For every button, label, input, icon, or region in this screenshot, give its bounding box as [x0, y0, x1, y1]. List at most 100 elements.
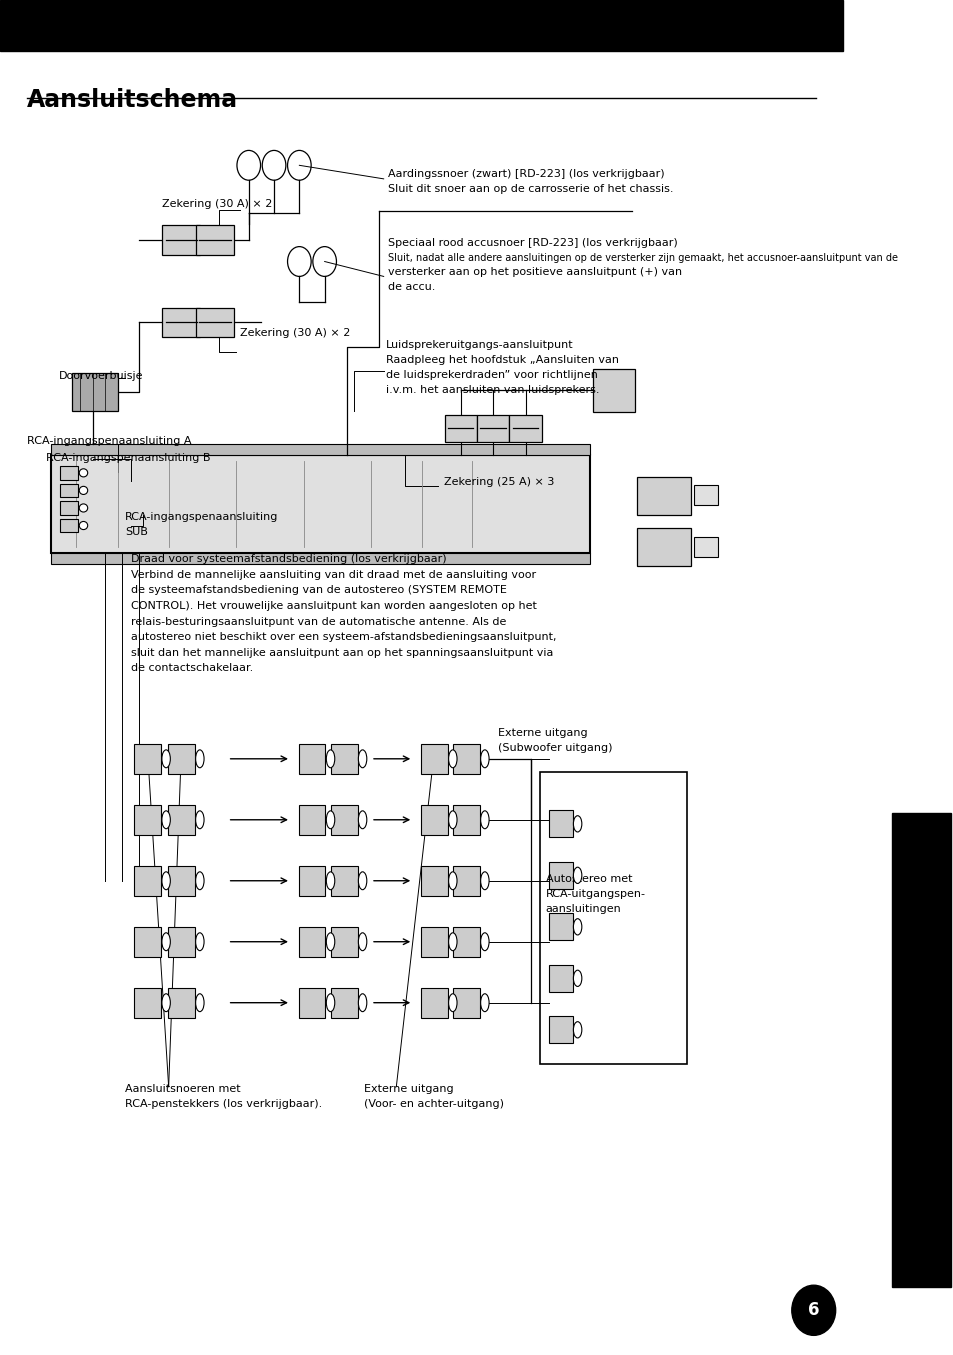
- Text: (Subwoofer uitgang): (Subwoofer uitgang): [497, 743, 612, 752]
- Text: RCA-ingangspenaansluiting B: RCA-ingangspenaansluiting B: [47, 453, 211, 462]
- Text: autostereo niet beschikt over een systeem-afstandsbedieningsaansluitpunt,: autostereo niet beschikt over een systee…: [131, 631, 556, 642]
- Text: Zekering (30 A) × 2: Zekering (30 A) × 2: [162, 199, 272, 209]
- Text: RCA-ingangspenaansluiting A: RCA-ingangspenaansluiting A: [27, 436, 192, 446]
- Ellipse shape: [79, 469, 88, 477]
- Ellipse shape: [195, 932, 204, 951]
- Ellipse shape: [480, 993, 489, 1012]
- Bar: [196, 225, 233, 255]
- Bar: [298, 988, 325, 1018]
- Ellipse shape: [448, 810, 456, 829]
- Ellipse shape: [573, 1022, 581, 1038]
- Ellipse shape: [326, 810, 335, 829]
- Bar: [453, 866, 479, 896]
- Text: Draad voor systeemafstandsbediening (los verkrijgbaar): Draad voor systeemafstandsbediening (los…: [131, 554, 446, 564]
- Bar: [134, 866, 161, 896]
- Bar: [60, 501, 78, 515]
- Bar: [134, 927, 161, 957]
- Bar: [330, 866, 357, 896]
- Bar: [420, 805, 447, 835]
- Ellipse shape: [326, 871, 335, 890]
- Bar: [453, 927, 479, 957]
- Text: Raadpleeg het hoofdstuk „Aansluiten van: Raadpleeg het hoofdstuk „Aansluiten van: [386, 355, 618, 364]
- Ellipse shape: [791, 1285, 835, 1336]
- Bar: [298, 744, 325, 774]
- Text: CONTROL). Het vrouwelijke aansluitpunt kan worden aangesloten op het: CONTROL). Het vrouwelijke aansluitpunt k…: [131, 602, 536, 611]
- Bar: [168, 744, 194, 774]
- Bar: [196, 308, 233, 337]
- Bar: [168, 988, 194, 1018]
- Bar: [330, 805, 357, 835]
- Text: de systeemafstandsbediening van de autostereo (SYSTEM REMOTE: de systeemafstandsbediening van de autos…: [131, 585, 506, 595]
- Text: relais-besturingsaansluitpunt van de automatische antenne. Als de: relais-besturingsaansluitpunt van de aut…: [131, 617, 505, 626]
- Bar: [134, 988, 161, 1018]
- Bar: [168, 866, 194, 896]
- Bar: [548, 913, 572, 940]
- Text: Aardingssnoer (zwart) [RD-223] (los verkrijgbaar): Aardingssnoer (zwart) [RD-223] (los verk…: [388, 169, 664, 179]
- Bar: [51, 444, 590, 455]
- Ellipse shape: [326, 749, 335, 768]
- Ellipse shape: [358, 749, 367, 768]
- Ellipse shape: [480, 749, 489, 768]
- Bar: [420, 866, 447, 896]
- Bar: [0, 0, 842, 51]
- Text: Zekering (30 A) × 2: Zekering (30 A) × 2: [240, 328, 351, 337]
- Bar: [593, 369, 635, 412]
- Bar: [420, 927, 447, 957]
- Bar: [420, 744, 447, 774]
- Bar: [60, 519, 78, 533]
- Bar: [636, 528, 691, 566]
- Ellipse shape: [358, 810, 367, 829]
- Bar: [298, 805, 325, 835]
- Bar: [476, 415, 509, 442]
- Text: RCA-penstekkers (los verkrijgbaar).: RCA-penstekkers (los verkrijgbaar).: [125, 1099, 322, 1108]
- Bar: [453, 805, 479, 835]
- Text: Zekering (25 A) × 3: Zekering (25 A) × 3: [444, 477, 555, 486]
- Ellipse shape: [79, 486, 88, 495]
- Bar: [693, 485, 717, 505]
- Ellipse shape: [79, 522, 88, 530]
- Bar: [60, 466, 78, 480]
- Ellipse shape: [573, 919, 581, 935]
- Ellipse shape: [162, 871, 171, 890]
- Text: Externe uitgang: Externe uitgang: [364, 1084, 454, 1093]
- Text: de contactschakelaar.: de contactschakelaar.: [131, 664, 253, 673]
- FancyBboxPatch shape: [539, 772, 686, 1064]
- Text: RCA-ingangspenaansluiting: RCA-ingangspenaansluiting: [125, 512, 278, 522]
- Bar: [548, 810, 572, 837]
- Text: i.v.m. het aansluiten van luidsprekers.: i.v.m. het aansluiten van luidsprekers.: [386, 385, 599, 394]
- Ellipse shape: [358, 871, 367, 890]
- Bar: [509, 415, 541, 442]
- Ellipse shape: [573, 970, 581, 986]
- Bar: [548, 862, 572, 889]
- Ellipse shape: [162, 932, 171, 951]
- Text: Sluit, nadat alle andere aansluitingen op de versterker zijn gemaakt, het accusn: Sluit, nadat alle andere aansluitingen o…: [388, 253, 897, 263]
- Bar: [453, 744, 479, 774]
- Bar: [420, 988, 447, 1018]
- Ellipse shape: [326, 993, 335, 1012]
- Text: NEDERLANDS: NEDERLANDS: [821, 1003, 834, 1098]
- Text: versterker aan op het positieve aansluitpunt (+) van: versterker aan op het positieve aansluit…: [388, 267, 681, 276]
- Bar: [71, 373, 118, 411]
- Ellipse shape: [162, 993, 171, 1012]
- Bar: [51, 455, 590, 553]
- Ellipse shape: [195, 810, 204, 829]
- Text: de luidsprekerdraden” voor richtlijnen: de luidsprekerdraden” voor richtlijnen: [386, 370, 598, 379]
- Text: SUB: SUB: [125, 527, 148, 537]
- Bar: [548, 965, 572, 992]
- Text: Autostereo met: Autostereo met: [545, 874, 632, 883]
- Ellipse shape: [448, 749, 456, 768]
- Text: Verbind de mannelijke aansluiting van dit draad met de aansluiting voor: Verbind de mannelijke aansluiting van di…: [131, 569, 536, 580]
- Bar: [298, 927, 325, 957]
- Text: Sluit dit snoer aan op de carrosserie of het chassis.: Sluit dit snoer aan op de carrosserie of…: [388, 184, 673, 194]
- Bar: [134, 744, 161, 774]
- Text: Externe uitgang: Externe uitgang: [497, 728, 586, 737]
- Ellipse shape: [162, 749, 171, 768]
- Ellipse shape: [448, 871, 456, 890]
- Ellipse shape: [358, 932, 367, 951]
- Text: Aansluitsnoeren met: Aansluitsnoeren met: [125, 1084, 240, 1093]
- Ellipse shape: [448, 932, 456, 951]
- Bar: [51, 553, 590, 564]
- Bar: [693, 537, 717, 557]
- Text: aansluitingen: aansluitingen: [545, 904, 620, 913]
- Ellipse shape: [326, 932, 335, 951]
